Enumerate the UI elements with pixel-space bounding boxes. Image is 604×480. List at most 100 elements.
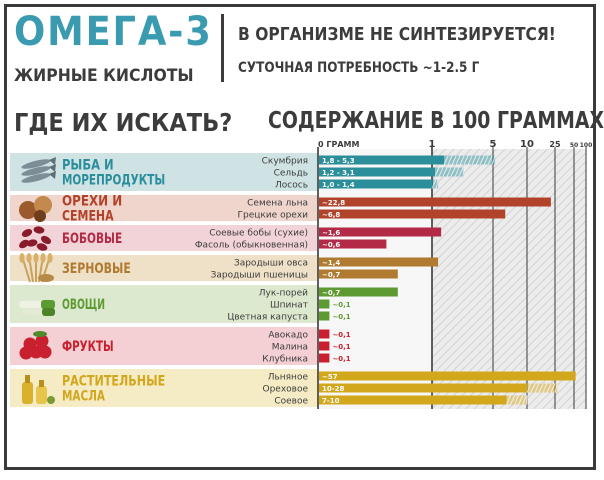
bar (319, 287, 398, 297)
bar-range-hatch (447, 155, 453, 165)
bar (319, 299, 330, 309)
bar-range-hatch (479, 155, 485, 165)
bar-value-label: 10-28 (322, 385, 345, 393)
category-label: ОВОЩИ (62, 297, 105, 313)
category-label: ФРУКТЫ (62, 339, 114, 355)
bar (319, 179, 432, 189)
nuts-icon (19, 196, 52, 222)
bar-range (432, 179, 439, 189)
item-label: Цветная капуста (227, 313, 308, 323)
tick-label: 100 (580, 142, 593, 149)
bar (319, 239, 387, 249)
item-label: Скумбрия (262, 157, 308, 167)
bar-value-label: ~0,1 (332, 343, 350, 351)
category-label: МОРЕПРОДУКТЫ (62, 173, 165, 189)
bar-range-hatch (491, 155, 496, 165)
bar-value-label: ~57 (322, 373, 338, 381)
bar-range-hatch (459, 155, 465, 165)
bar-range-hatch (522, 395, 528, 405)
bar-range-hatch (530, 383, 536, 393)
leek-icon (19, 300, 55, 316)
item-label: Клубника (262, 355, 308, 365)
tick-label: 50 (570, 142, 578, 149)
where-heading: ГДЕ ИХ ИСКАТЬ? (14, 108, 233, 137)
bar-range-hatch (526, 383, 532, 393)
tick-label: 0 ГРАММ (318, 140, 359, 149)
bar-value-label: ~0,1 (332, 355, 350, 363)
bar-range-hatch (546, 383, 552, 393)
bar-value-label: ~6,8 (322, 211, 340, 219)
bar (319, 383, 527, 393)
item-label: Лосось (275, 181, 308, 191)
item-label: Соевые бобы (сухие) (209, 229, 308, 239)
category-band (10, 255, 318, 281)
bar-range-hatch (471, 155, 477, 165)
bar (319, 311, 330, 321)
bar-range-hatch (434, 167, 440, 177)
category-band (10, 369, 318, 407)
bar-value-label: ~1,4 (322, 259, 340, 267)
main-subtitle: ЖИРНЫЕ КИСЛОТЫ (14, 66, 194, 86)
item-label: Малина (272, 343, 308, 353)
bar (319, 329, 330, 339)
category-label: ОРЕХИ И (62, 194, 122, 210)
bar-value-label: 1,8 - 5,3 (322, 157, 355, 165)
raspberry-icon (19, 331, 52, 360)
bar (319, 227, 442, 237)
item-label: Соевое (274, 397, 308, 407)
bar-range-hatch (506, 395, 512, 405)
bar-range-hatch (542, 383, 548, 393)
bar-value-label: ~0,6 (322, 241, 340, 249)
category-label: СЕМЕНА (62, 209, 114, 225)
bar (319, 209, 506, 219)
item-label: Сельдь (274, 169, 308, 179)
bar-value-label: ~1,6 (322, 229, 340, 237)
tick-label: 1 (429, 139, 436, 150)
bar-range-hatch (518, 395, 524, 405)
bar-range-hatch (458, 167, 464, 177)
bar-range-hatch (514, 395, 520, 405)
bar-range-hatch (462, 167, 465, 177)
bar-range-hatch (431, 179, 437, 189)
bar-range-hatch (538, 383, 544, 393)
item-label: Авокадо (268, 331, 308, 341)
bar-range-hatch (450, 167, 456, 177)
item-label: Зародыши пшеницы (211, 271, 308, 281)
bar-range-hatch (443, 155, 449, 165)
main-title: ОМЕГА-3 (14, 9, 213, 55)
bar-range-hatch (435, 179, 439, 189)
oil-bottle-icon (22, 375, 55, 404)
bar-range-hatch (534, 383, 540, 393)
bar-value-label: 1,0 - 1,4 (322, 181, 355, 189)
category-label: ЗЕРНОВЫЕ (62, 261, 131, 277)
category-band (10, 153, 318, 191)
item-label: Зародыши овса (234, 259, 308, 269)
fish-icon (21, 157, 56, 183)
bar-value-label: ~0,1 (332, 301, 350, 309)
bar-range-hatch (475, 155, 481, 165)
category-band (10, 327, 318, 365)
bar (319, 257, 439, 267)
bar-value-label: 7-10 (322, 397, 340, 405)
bar-range (527, 383, 558, 393)
bar (319, 197, 551, 207)
beans-icon (19, 226, 52, 251)
item-label: Грецкие орехи (238, 211, 309, 221)
bar-range-hatch (510, 395, 516, 405)
bar-range-hatch (442, 167, 448, 177)
plot-hatch-bg (432, 149, 586, 409)
bar-value-label: ~0,7 (322, 271, 340, 279)
header-divider (221, 14, 224, 82)
bar (319, 371, 576, 381)
bar-value-label: ~22,8 (322, 199, 345, 207)
item-label: Семена льна (247, 199, 308, 209)
category-label: БОБОВЫЕ (62, 231, 122, 247)
bar-value-label: ~0,1 (332, 313, 350, 321)
category-label: РАСТИТЕЛЬНЫЕ (62, 374, 165, 390)
bar-value-label: ~0,7 (322, 289, 340, 297)
bar-range-hatch (467, 155, 473, 165)
item-label: Шпинат (270, 301, 308, 311)
bar (319, 167, 436, 177)
